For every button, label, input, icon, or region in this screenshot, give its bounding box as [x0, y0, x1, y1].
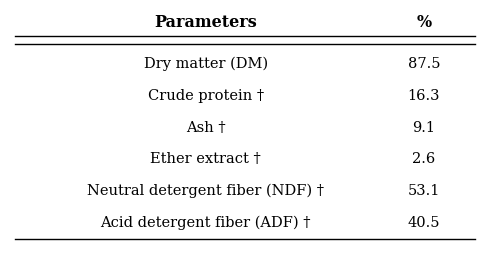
- Text: Ether extract †: Ether extract †: [150, 152, 261, 166]
- Text: 2.6: 2.6: [412, 152, 436, 166]
- Text: Ash †: Ash †: [186, 121, 225, 134]
- Text: 53.1: 53.1: [408, 184, 440, 198]
- Text: %: %: [416, 14, 431, 31]
- Text: Parameters: Parameters: [154, 14, 257, 31]
- Text: Neutral detergent fiber (NDF) †: Neutral detergent fiber (NDF) †: [87, 184, 324, 198]
- Text: 16.3: 16.3: [408, 89, 440, 103]
- Text: Acid detergent fiber (ADF) †: Acid detergent fiber (ADF) †: [100, 215, 311, 230]
- Text: Dry matter (DM): Dry matter (DM): [144, 57, 268, 71]
- Text: Crude protein †: Crude protein †: [148, 89, 264, 103]
- Text: 87.5: 87.5: [408, 57, 440, 71]
- Text: 9.1: 9.1: [413, 121, 435, 134]
- Text: 40.5: 40.5: [408, 216, 440, 230]
